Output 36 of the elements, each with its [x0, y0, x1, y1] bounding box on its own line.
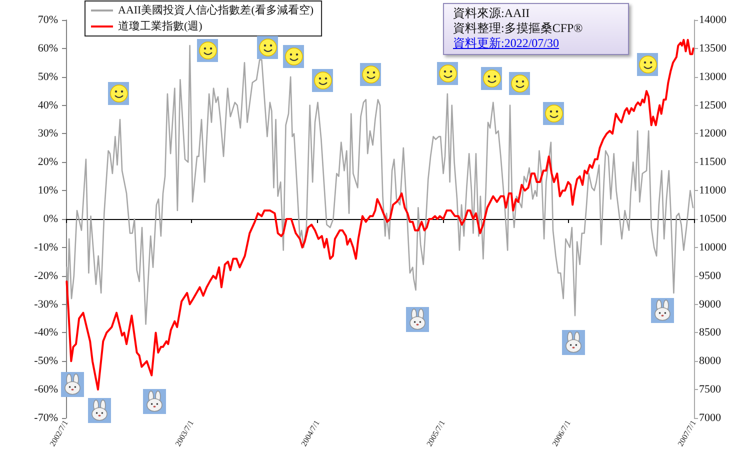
line-series: [66, 38, 694, 391]
y-tick-label: -70%: [34, 412, 58, 424]
y2-tick-label: 13500: [699, 42, 727, 54]
y-tick-label: 50%: [38, 70, 58, 83]
y2-tick-label: 10500: [699, 213, 727, 225]
source-note: 資料來源:AAII: [453, 6, 531, 21]
y2-tick-label: 8500: [699, 326, 722, 339]
y2-tick-label: 14000: [699, 14, 727, 26]
y2-tick-label: 12500: [699, 99, 727, 112]
y2-tick-label: 11000: [699, 184, 727, 197]
y-tick-label: -60%: [34, 384, 58, 396]
annotation: 資料整理:多摸摳桑CFP®: [453, 21, 583, 36]
y2-tick-label: 9500: [699, 270, 722, 282]
y-tick-label: -30%: [34, 298, 58, 310]
y-tick-label: 10%: [38, 184, 58, 197]
y-tick-label: 60%: [38, 42, 58, 54]
y-tick-label: -40%: [34, 326, 58, 339]
y-tick-label: 40%: [38, 99, 58, 112]
y-tick-label: 20%: [38, 156, 58, 168]
y-tick-label: -10%: [34, 241, 58, 254]
y2-tick-label: 7000: [699, 412, 722, 424]
y-tick-label: -20%: [34, 270, 58, 282]
y2-tick-label: 7500: [699, 384, 722, 396]
y2-tick-label: 11500: [699, 156, 727, 168]
y2-tick-label: 9000: [699, 298, 722, 310]
y2-tick-label: 8000: [699, 355, 722, 368]
legend-label: AAII美國投資人信心指數差(看多減看空): [118, 4, 314, 16]
y-tick-label: 0%: [43, 213, 58, 225]
annotation: 資料更新:2022/07/30: [453, 36, 560, 51]
y-tick-label: 70%: [38, 14, 58, 26]
legend-label: 道瓊工業指數(週): [118, 20, 203, 32]
y2-tick-label: 12000: [699, 128, 727, 140]
y-tick-label: -50%: [34, 355, 58, 368]
y2-tick-label: 13000: [699, 70, 727, 83]
y2-tick-label: 10000: [699, 241, 727, 254]
y-tick-label: 30%: [38, 128, 58, 140]
